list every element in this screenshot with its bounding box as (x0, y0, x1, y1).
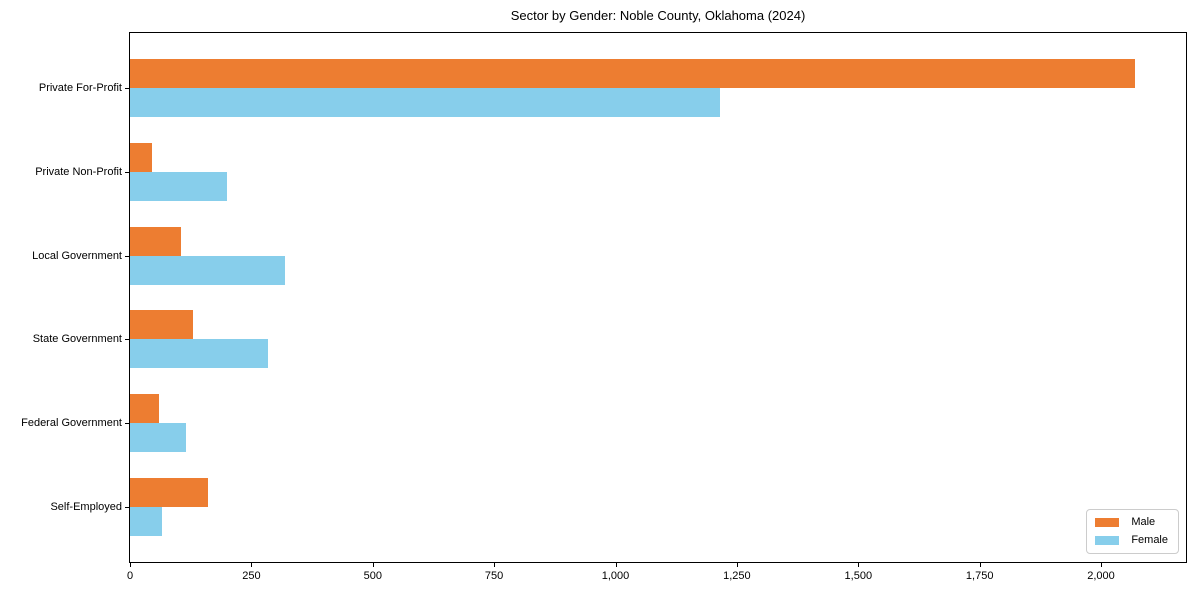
x-label-2-000: 2,000 (1087, 570, 1115, 582)
x-label-0: 0 (126, 570, 134, 582)
legend-swatch-female (1095, 536, 1120, 545)
y-label-self-employed: Self-Employed (50, 501, 122, 513)
bar-female-federal-government (130, 423, 186, 453)
y-tick-self-employed (125, 507, 129, 508)
y-tick-private-for-profit (125, 88, 129, 89)
legend-swatch-male (1095, 518, 1120, 527)
x-tick-1-500 (858, 563, 860, 567)
bar-female-self-employed (130, 507, 162, 536)
y-label-local-government: Local Government (32, 249, 122, 262)
x-label-1-000: 1,000 (601, 570, 630, 582)
bar-female-private-non-profit (130, 171, 228, 201)
bar-male-private-non-profit (130, 142, 152, 172)
bar-male-private-for-profit (130, 59, 1135, 88)
y-tick-private-non-profit (125, 171, 129, 173)
bar-male-state-government (130, 310, 194, 340)
y-label-private-non-profit: Private Non-Profit (35, 165, 122, 178)
bar-male-federal-government (130, 394, 160, 424)
legend-item-male: Male (1095, 516, 1168, 529)
chart-title: Sector by Gender: Noble County, Oklahoma… (510, 8, 806, 23)
x-tick-500 (372, 563, 374, 567)
y-tick-state-government (125, 339, 129, 341)
x-tick-2-000 (1101, 563, 1102, 567)
x-tick-1-750 (979, 563, 981, 567)
x-label-750: 750 (484, 570, 504, 582)
bar-female-local-government (130, 255, 286, 285)
y-label-private-for-profit: Private For-Profit (38, 82, 122, 94)
y-tick-federal-government (125, 423, 129, 425)
bar-male-local-government (130, 226, 181, 256)
x-tick-1-250 (736, 563, 738, 567)
y-tick-local-government (125, 255, 129, 257)
x-tick-750 (494, 563, 496, 567)
x-label-1-250: 1,250 (723, 570, 751, 582)
legend-label-male: Male (1131, 516, 1156, 528)
legend-label-female: Female (1131, 534, 1168, 546)
plot-area: Male Female (129, 32, 1187, 563)
y-label-federal-government: Federal Government (21, 417, 122, 430)
bar-female-state-government (130, 339, 269, 369)
x-label-500: 500 (363, 570, 382, 582)
legend-item-female: Female (1095, 534, 1168, 547)
y-label-state-government: State Government (32, 333, 122, 346)
x-label-250: 250 (242, 570, 261, 582)
bar-female-private-for-profit (130, 88, 720, 117)
legend: Male Female (1086, 509, 1179, 554)
x-tick-250 (251, 563, 253, 567)
x-label-1-500: 1,500 (844, 570, 873, 582)
x-tick-1-000 (615, 563, 617, 567)
x-label-1-750: 1,750 (965, 570, 994, 582)
x-tick-0 (130, 563, 131, 567)
bar-male-self-employed (130, 478, 208, 507)
